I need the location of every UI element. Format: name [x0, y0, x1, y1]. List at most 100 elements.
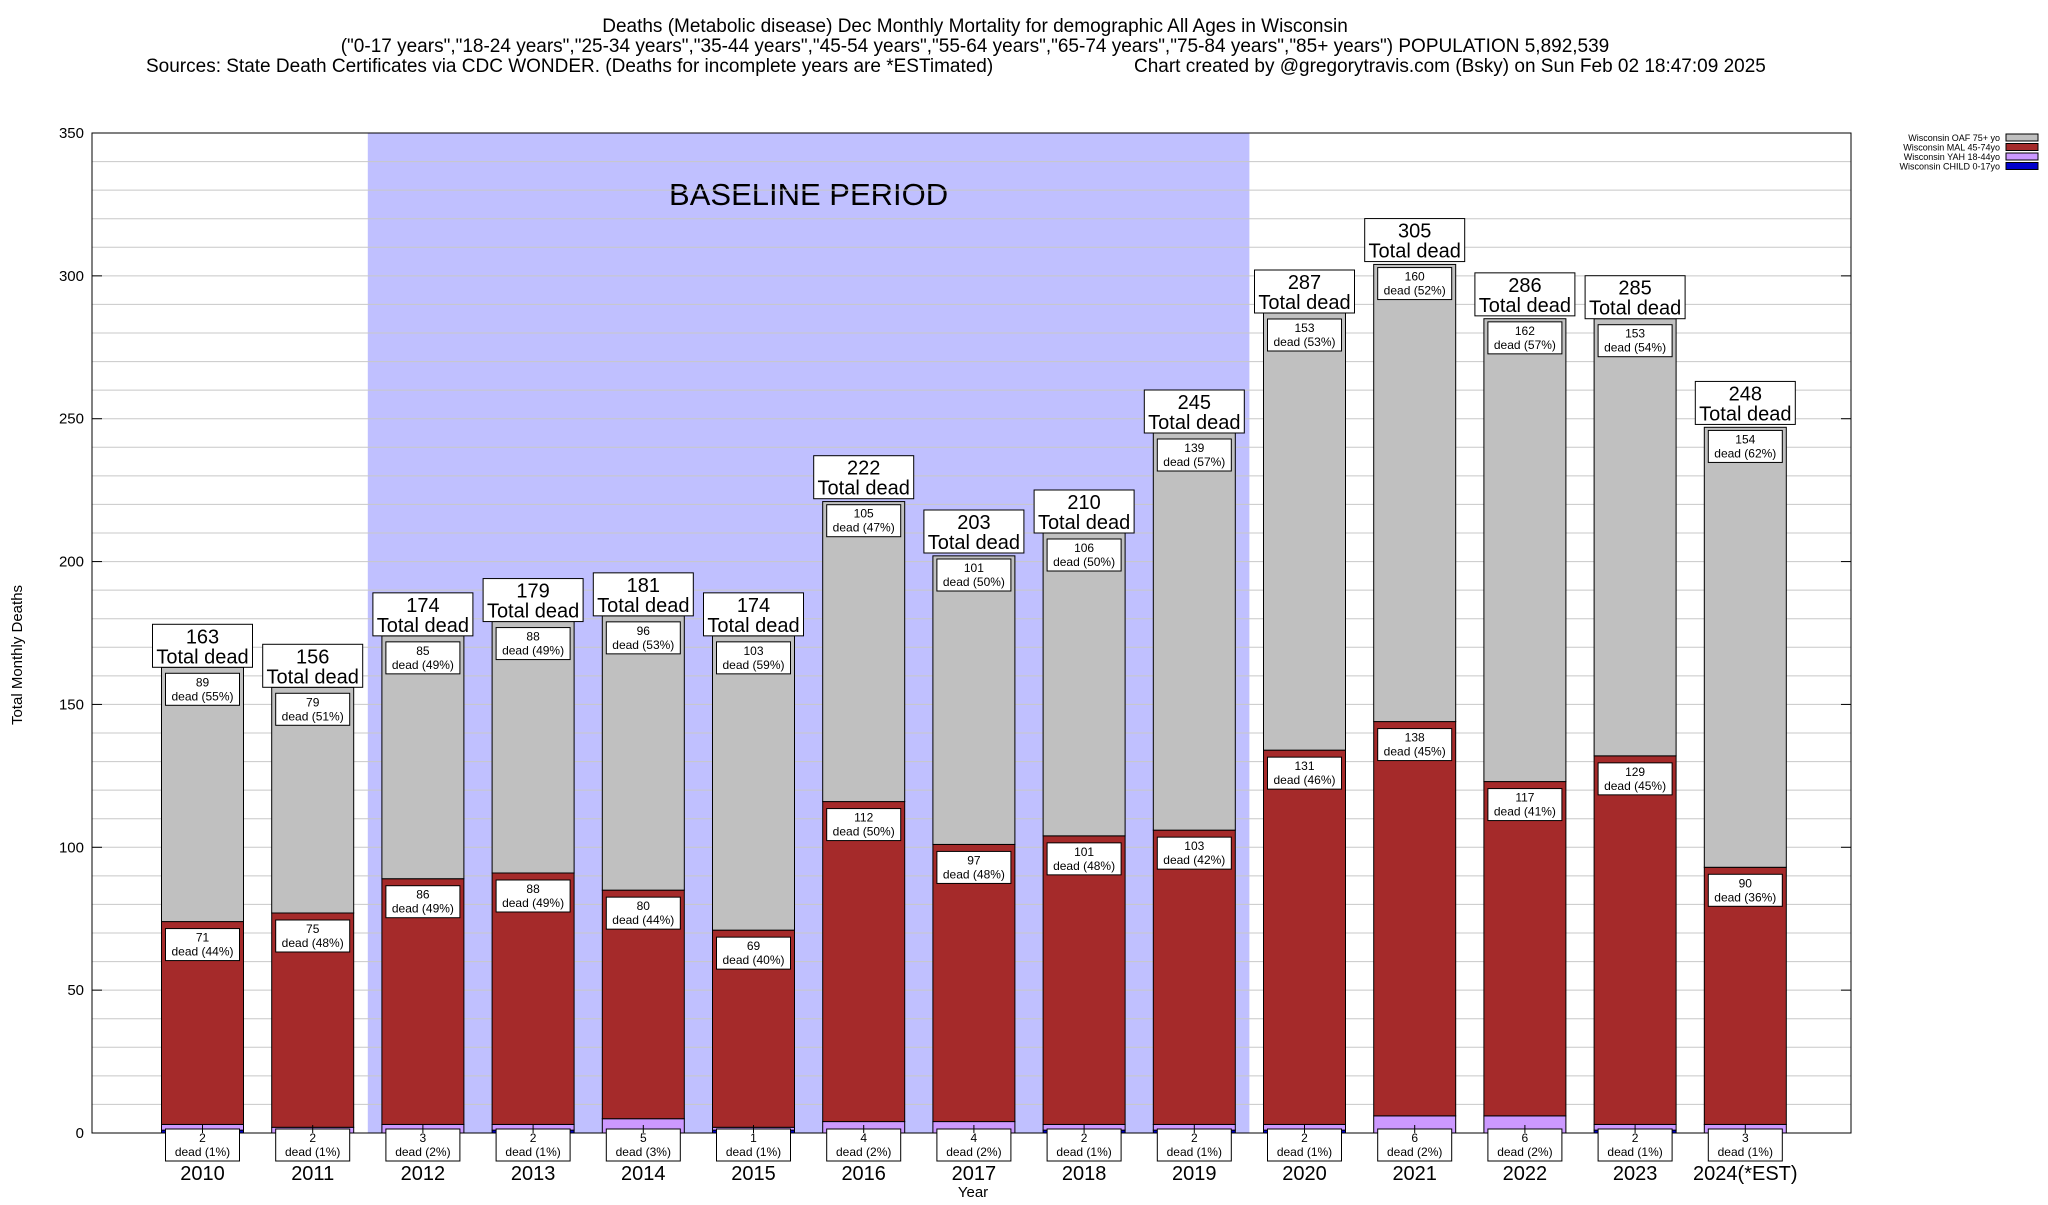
yah-segment-label-box	[1707, 1128, 1783, 1162]
total-label-box	[152, 623, 253, 668]
total-value-label: 179	[516, 581, 549, 603]
mal-segment-value-label: 90	[1739, 876, 1753, 890]
yah-segment-value-label: 2	[1632, 1131, 1639, 1145]
mal-segment-pct-label: dead (42%)	[1163, 853, 1225, 867]
bar-segment	[932, 843, 1016, 1123]
x-tick-label: 2024(*EST)	[1693, 1163, 1798, 1185]
mal-segment-pct-label: dead (44%)	[612, 913, 674, 927]
oaf-segment-value-label: 160	[1405, 270, 1425, 284]
mal-segment-value-label: 97	[967, 853, 981, 867]
mal-segment-pct-label: dead (45%)	[1384, 745, 1446, 759]
y-tick-label: 350	[59, 125, 84, 142]
mal-segment-label-box	[1487, 788, 1563, 822]
total-dead-label: Total dead	[928, 532, 1020, 554]
total-label-box	[923, 509, 1025, 554]
bar-segment	[1483, 318, 1567, 783]
y-tick-label: 250	[59, 411, 84, 428]
total-label-box	[1254, 269, 1355, 314]
yah-segment-value-label: 6	[1522, 1131, 1529, 1145]
oaf-segment-value-label: 96	[637, 624, 651, 638]
oaf-segment-pct-label: dead (55%)	[171, 689, 233, 703]
total-dead-label: Total dead	[487, 601, 579, 623]
mal-segment-value-label: 69	[747, 939, 761, 953]
total-dead-label: Total dead	[1038, 512, 1130, 534]
total-value-label: 222	[847, 458, 880, 480]
oaf-segment-pct-label: dead (53%)	[612, 638, 674, 652]
bar-segment	[1152, 432, 1236, 831]
mal-segment-value-label: 117	[1515, 791, 1534, 805]
oaf-segment-value-label: 106	[1074, 541, 1094, 555]
total-dead-label: Total dead	[1369, 241, 1461, 263]
bar-segment	[822, 501, 906, 803]
oaf-segment-pct-label: dead (59%)	[722, 658, 784, 672]
mal-segment-label-box	[826, 808, 902, 842]
mal-segment-value-label: 88	[526, 882, 540, 896]
total-value-label: 305	[1398, 221, 1431, 243]
yah-segment-value-label: 2	[199, 1131, 206, 1145]
total-label-box	[592, 572, 694, 617]
chart-sources: Sources: State Death Certificates via CD…	[146, 56, 993, 77]
bar-segment	[1593, 318, 1677, 757]
yah-segment-value-label: 3	[1742, 1131, 1749, 1145]
mal-segment-pct-label: dead (50%)	[833, 825, 895, 839]
oaf-segment-value-label: 153	[1625, 327, 1645, 341]
yah-segment-value-label: 3	[420, 1131, 427, 1145]
mal-segment-value-label: 131	[1294, 759, 1314, 773]
total-label-box	[1033, 489, 1135, 534]
mal-segment-pct-label: dead (44%)	[171, 945, 233, 959]
mal-segment-value-label: 86	[416, 888, 430, 902]
oaf-segment-label-box	[716, 641, 791, 675]
x-tick-label: 2016	[841, 1163, 886, 1185]
oaf-segment-value-label: 162	[1515, 324, 1535, 338]
mal-segment-pct-label: dead (45%)	[1604, 779, 1666, 793]
yah-segment-value-label: 1	[750, 1131, 757, 1145]
baseline-period-label: BASELINE PERIOD	[669, 177, 948, 212]
legend-swatch	[2005, 143, 2039, 151]
x-tick-label: 2012	[401, 1163, 446, 1185]
legend-swatch	[2005, 162, 2039, 170]
yah-segment-label-box	[716, 1128, 791, 1162]
total-value-label: 156	[296, 646, 329, 668]
oaf-segment-label-box	[1597, 324, 1673, 358]
oaf-segment-label-box	[1046, 538, 1122, 572]
mal-segment-value-label: 129	[1625, 765, 1645, 779]
bar-segment	[491, 621, 575, 874]
bar-segment	[1373, 721, 1457, 1117]
bar-segment	[1593, 755, 1677, 1125]
yah-segment-label-box	[165, 1128, 240, 1162]
mal-segment-pct-label: dead (48%)	[1053, 859, 1115, 873]
mal-segment-pct-label: dead (48%)	[943, 867, 1005, 881]
yah-segment-pct-label: dead (1%)	[285, 1145, 340, 1159]
mal-segment-label-box	[385, 885, 461, 919]
x-tick-label: 2018	[1062, 1163, 1107, 1185]
yah-segment-pct-label: dead (1%)	[1607, 1145, 1662, 1159]
yah-segment-value-label: 5	[640, 1131, 647, 1145]
total-label-box	[1584, 275, 1686, 320]
y-tick-label: 150	[59, 696, 84, 713]
mal-segment-pct-label: dead (49%)	[392, 902, 454, 916]
y-tick-label: 0	[76, 1125, 84, 1142]
oaf-segment-value-label: 103	[743, 644, 763, 658]
oaf-segment-label-box	[1487, 321, 1563, 355]
x-tick-label: 2014	[621, 1163, 666, 1185]
mal-segment-label-box	[605, 896, 681, 930]
yah-segment-pct-label: dead (2%)	[946, 1145, 1001, 1159]
oaf-segment-label-box	[1156, 438, 1232, 472]
oaf-segment-label-box	[1377, 267, 1453, 301]
oaf-segment-label-box	[605, 621, 681, 655]
oaf-segment-label-box	[826, 504, 902, 538]
oaf-segment-pct-label: dead (47%)	[833, 521, 895, 535]
total-dead-label: Total dead	[377, 615, 469, 637]
bar-segment	[1483, 781, 1567, 1117]
mal-segment-value-label: 80	[637, 899, 651, 913]
legend-label: Wisconsin OAF 75+ yo	[1908, 133, 2000, 143]
chart-credit: Chart created by @gregorytravis.com (Bsk…	[1134, 56, 1766, 77]
bar-segment	[822, 801, 906, 1123]
mal-segment-pct-label: dead (40%)	[722, 953, 784, 967]
mal-segment-label-box	[165, 928, 240, 962]
mal-segment-label-box	[716, 936, 791, 970]
oaf-segment-label-box	[1707, 429, 1783, 463]
x-tick-label: 2015	[731, 1163, 776, 1185]
